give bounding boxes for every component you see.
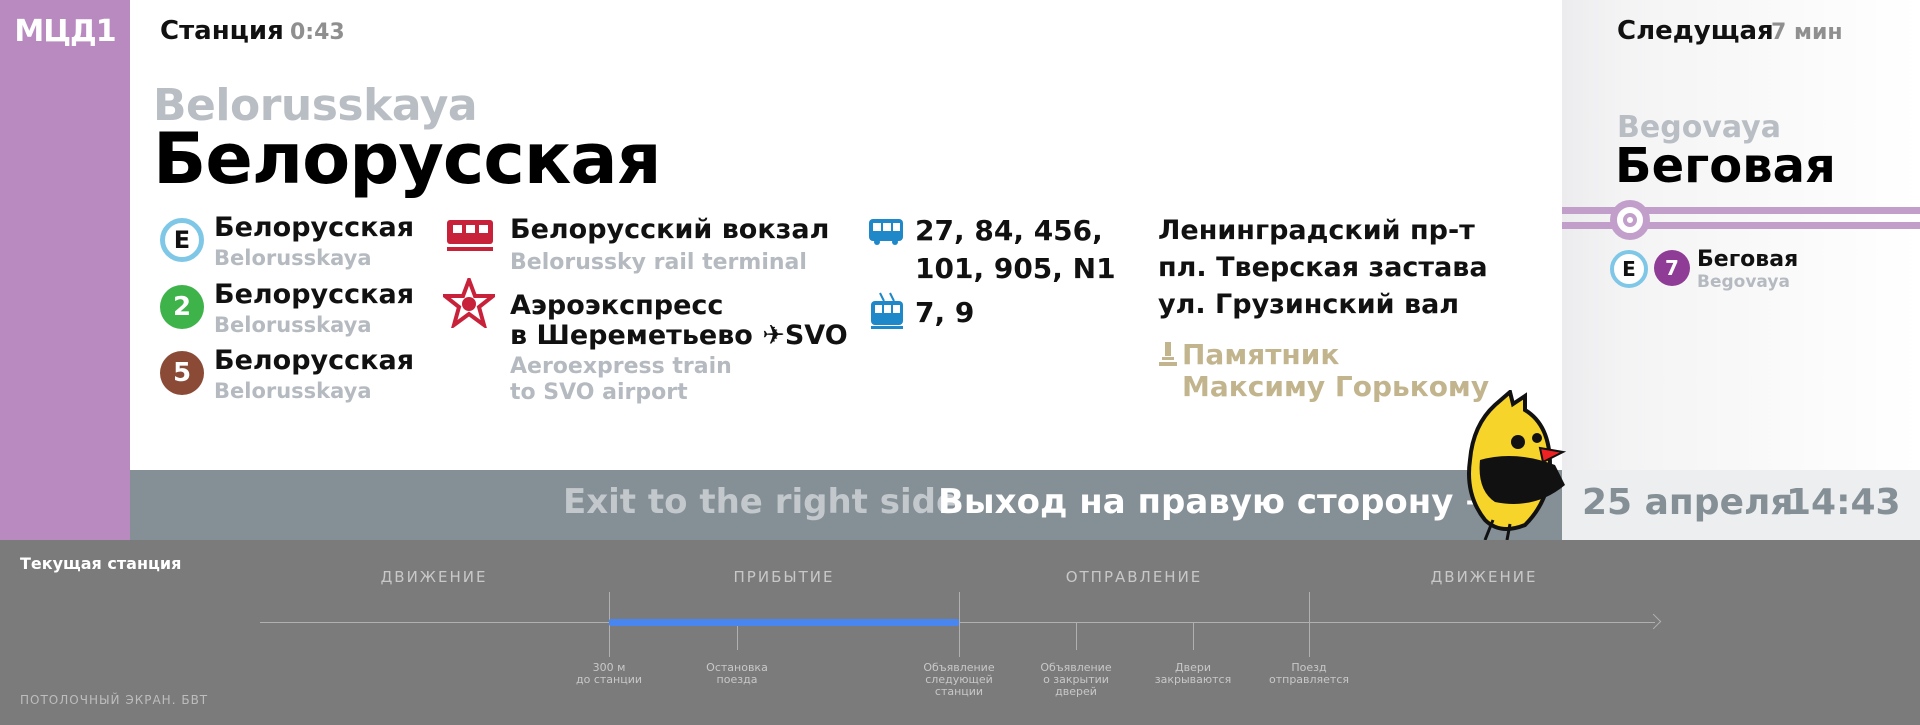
bus-icon — [869, 219, 903, 245]
rail-terminal-name-ru: Белорусский вокзал — [510, 214, 830, 245]
datetime-bar — [1562, 470, 1920, 540]
next-transfer-name-en: Begovaya — [1697, 272, 1790, 292]
timeline-event-tick — [1076, 622, 1077, 650]
line-logo: МЦД1 — [14, 14, 116, 49]
timeline-boundary-tick — [959, 592, 960, 657]
aeroexpress-name-en-2: to SVO airport — [510, 380, 688, 405]
timeline-event: 300 м до станции — [575, 661, 642, 686]
timeline-event: Двери закрываются — [1154, 661, 1232, 686]
exit-direction-en: Exit to the right side — [563, 482, 960, 522]
aeroexpress-name-ru-1: Аэроэкспресс — [510, 290, 724, 321]
landmark-line-1: Памятник — [1182, 338, 1340, 371]
exit-direction-bar — [130, 470, 1562, 540]
street-3: ул. Грузинский вал — [1158, 289, 1460, 320]
next-station-name-en: Begovaya — [1617, 110, 1781, 145]
next-station-node-icon — [1610, 200, 1650, 240]
phase-moving-2: ДВИЖЕНИЕ — [1430, 568, 1538, 586]
transfer-name-en: Belorusskaya — [214, 246, 372, 270]
next-station-label: Следущая — [1617, 16, 1774, 46]
current-station-panel — [130, 0, 1562, 470]
trolleybus-icon — [871, 292, 903, 329]
next-station-eta: 7 мин — [1771, 20, 1843, 45]
timeline-event: Объявление о закрытии дверей — [1040, 661, 1112, 698]
next-line-7-badge: 7 — [1654, 250, 1690, 286]
next-line-e-badge: E — [1610, 250, 1648, 288]
bus-routes-line-2: 101, 905, N1 — [915, 252, 1116, 285]
street-1: Ленинградский пр-т — [1158, 215, 1475, 246]
line-track-top — [1562, 207, 1920, 214]
transfer-name-en: Belorusskaya — [214, 379, 372, 403]
line-5-badge: 5 — [160, 351, 204, 395]
transfer-name-en: Belorusskaya — [214, 313, 372, 337]
timeline-current-station-label: Текущая станция — [20, 554, 182, 573]
transfer-name-ru: Белорусская — [214, 212, 415, 243]
train-icon — [447, 220, 493, 251]
phase-arrival: ПРИБЫТИЕ — [733, 568, 835, 586]
station-header-label: Станция — [160, 16, 284, 46]
timeline-event: Остановка поезда — [706, 661, 768, 686]
monument-icon — [1159, 342, 1177, 366]
timeline-panel — [0, 540, 1920, 725]
phase-departure: ОТПРАВЛЕНИЕ — [1065, 568, 1203, 586]
transfer-name-ru: Белорусская — [214, 279, 415, 310]
bus-routes-line-1: 27, 84, 456, — [915, 214, 1103, 247]
trolleybus-routes: 7, 9 — [915, 296, 975, 329]
timeline-event-tick — [737, 622, 738, 650]
exit-direction-ru: Выход на правую сторону → — [938, 482, 1494, 522]
line-e-badge: E — [160, 218, 204, 262]
rail-terminal-name-en: Belorussky rail terminal — [510, 250, 807, 275]
station-name-ru: Белорусская — [153, 118, 662, 200]
timeline-event: Объявление следующей станции — [923, 661, 995, 698]
line-2-badge: 2 — [160, 285, 204, 329]
current-clock: 14:43 — [1786, 482, 1901, 523]
aeroexpress-icon — [443, 278, 495, 328]
bird-mascot-icon — [1467, 390, 1567, 540]
station-dwell-time: 0:43 — [290, 20, 345, 45]
landmark-line-2: Максиму Горькому — [1182, 370, 1490, 403]
timeline-boundary-tick — [1309, 592, 1310, 657]
current-date: 25 апреля — [1582, 482, 1794, 523]
aeroexpress-name-en-1: Aeroexpress train — [510, 354, 732, 379]
next-station-name-ru: Беговая — [1615, 138, 1836, 194]
street-2: пл. Тверская застава — [1158, 252, 1488, 283]
screen-footer-label: ПОТОЛОЧНЫЙ ЭКРАН. БВТ — [20, 693, 209, 707]
line-track-bottom — [1562, 222, 1920, 229]
timeline-event-tick — [1193, 622, 1194, 650]
next-transfer-name-ru: Беговая — [1697, 247, 1799, 272]
transfer-name-ru: Белорусская — [214, 345, 415, 376]
phase-moving-1: ДВИЖЕНИЕ — [380, 568, 488, 586]
timeline-event: Поезд отправляется — [1268, 661, 1350, 686]
aeroexpress-name-ru-2: в Шереметьево ✈SVO — [510, 320, 848, 351]
station-name-en: Belorusskaya — [153, 80, 478, 131]
line-brand-strip — [0, 0, 130, 540]
timeline-progress-bar — [609, 619, 959, 626]
